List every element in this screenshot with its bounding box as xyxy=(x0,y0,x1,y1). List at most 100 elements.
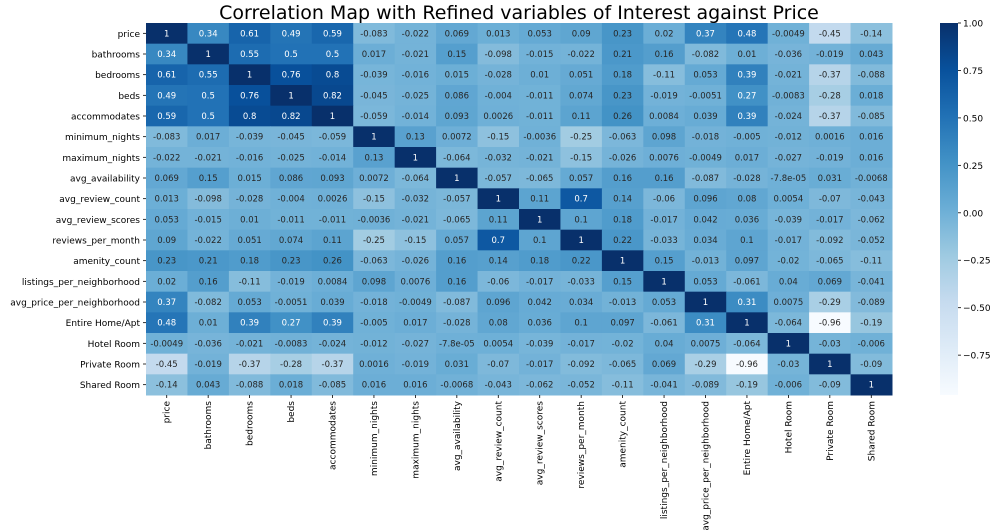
cell-value-label: 0.016 xyxy=(403,381,427,391)
cell-value-label: -0.07 xyxy=(819,195,841,205)
heatmap-cell xyxy=(684,105,727,127)
heatmap-cell xyxy=(477,105,520,127)
cell-value-label: -0.098 xyxy=(485,50,512,60)
heatmap-cell xyxy=(767,250,810,272)
cell-value-label: 0.7 xyxy=(574,195,588,205)
cell-value-label: -0.065 xyxy=(526,174,553,184)
heatmap-cell xyxy=(353,250,396,272)
cell-value-label: 0.13 xyxy=(406,133,425,143)
heatmap-cell xyxy=(850,229,893,251)
cell-value-label: -0.0049 xyxy=(399,298,432,308)
cell-value-label: 1 xyxy=(247,71,252,81)
cell-value-label: 0.21 xyxy=(199,257,218,267)
heatmap-cell xyxy=(228,333,271,355)
cell-value-label: -0.057 xyxy=(485,174,512,184)
y-tick-label: avg_review_scores xyxy=(56,216,141,226)
cell-value-label: 0.21 xyxy=(613,50,632,60)
cell-value-label: 0.018 xyxy=(859,91,883,101)
heatmap-cell xyxy=(270,353,313,375)
heatmap-cell xyxy=(146,312,188,334)
heatmap-cell xyxy=(809,147,852,169)
heatmap-cell xyxy=(519,229,561,251)
heatmap-cell xyxy=(436,333,479,355)
heatmap-cell xyxy=(270,250,313,272)
colorbar-tick-label: 1.00 xyxy=(963,20,983,30)
heatmap-cell xyxy=(767,271,810,293)
heatmap-cell xyxy=(850,312,893,334)
heatmap-cell xyxy=(311,291,354,313)
heatmap-cell xyxy=(436,105,479,127)
cell-value-label: 0.0026 xyxy=(483,112,513,122)
cell-value-label: -0.29 xyxy=(819,298,841,308)
cell-value-label: 0.086 xyxy=(279,174,303,184)
cell-value-label: 0.1 xyxy=(574,215,588,225)
heatmap-cell xyxy=(477,43,520,65)
heatmap-cell xyxy=(270,271,313,293)
cell-value-label: -0.0036 xyxy=(358,215,391,225)
colorbar: −0.75 −0.50 −0.25 0.00 0.25 0.50 0.75 1.00 xyxy=(940,20,991,395)
heatmap-cell xyxy=(684,312,727,334)
heatmap-cell xyxy=(353,209,396,231)
heatmap-cell xyxy=(850,374,893,396)
cell-value-label: 0.23 xyxy=(613,29,632,39)
heatmap-cell xyxy=(394,209,437,231)
cell-value-label: -0.017 xyxy=(526,277,553,287)
heatmap-cell xyxy=(353,126,396,148)
heatmap-cell xyxy=(560,353,603,375)
heatmap-cell xyxy=(311,43,354,65)
cell-value-label: -0.15 xyxy=(570,153,592,163)
heatmap-cell xyxy=(726,312,769,334)
cell-value-label: -0.018 xyxy=(692,133,719,143)
heatmap-cell xyxy=(311,126,354,148)
y-tick-label: accommodates xyxy=(71,113,140,123)
cell-value-label: 1 xyxy=(164,29,169,39)
heatmap-cell xyxy=(560,209,603,231)
cell-value-label: 0.0016 xyxy=(815,133,845,143)
heatmap-cell xyxy=(726,167,769,189)
cell-value-label: -0.012 xyxy=(360,339,387,349)
heatmap-cell xyxy=(394,250,437,272)
cell-value-label: -0.082 xyxy=(692,50,719,60)
cell-value-label: 0.013 xyxy=(155,195,179,205)
cell-value-label: 0.015 xyxy=(237,174,261,184)
cell-value-label: -0.043 xyxy=(858,195,885,205)
heatmap-cell xyxy=(311,353,354,375)
cell-value-label: -0.033 xyxy=(567,277,594,287)
cell-value-label: 0.16 xyxy=(199,277,218,287)
cell-value-label: 0.76 xyxy=(282,71,301,81)
heatmap-cell xyxy=(767,167,810,189)
heatmap-cell xyxy=(353,43,396,65)
heatmap-cell xyxy=(436,312,479,334)
heatmap-cell xyxy=(560,291,603,313)
cell-value-label: -0.032 xyxy=(485,153,512,163)
cell-value-label: 1 xyxy=(330,112,335,122)
cell-value-label: 0.097 xyxy=(735,257,759,267)
cell-value-label: 1 xyxy=(205,50,210,60)
colorbar-gradient xyxy=(940,23,958,395)
cell-value-label: -0.083 xyxy=(360,29,387,39)
heatmap-cell xyxy=(809,374,852,396)
cell-value-label: -0.062 xyxy=(526,381,553,391)
cell-value-label: -0.059 xyxy=(319,133,346,143)
cell-value-label: 0.031 xyxy=(445,360,469,370)
heatmap-cell xyxy=(726,374,769,396)
cell-value-label: -0.004 xyxy=(277,195,304,205)
cell-value-label: 0.057 xyxy=(445,236,469,246)
heatmap-cell xyxy=(560,147,603,169)
cell-value-label: 0.098 xyxy=(362,277,386,287)
y-tick-label: amenity_count xyxy=(73,257,140,267)
heatmap-cell xyxy=(519,291,561,313)
heatmap-cell xyxy=(311,85,354,107)
cell-value-label: 0.0075 xyxy=(691,339,721,349)
heatmap-cell xyxy=(560,312,603,334)
heatmap-cell xyxy=(228,250,271,272)
heatmap-cell xyxy=(146,209,188,231)
cell-value-label: 1 xyxy=(620,257,625,267)
heatmap-cell xyxy=(394,333,437,355)
cell-value-label: -0.064 xyxy=(402,174,429,184)
heatmap-cell xyxy=(519,105,561,127)
heatmap-cell xyxy=(394,85,437,107)
cell-value-label: -0.021 xyxy=(402,215,429,225)
heatmap-cell xyxy=(436,353,479,375)
cell-value-label: 0.093 xyxy=(320,174,344,184)
